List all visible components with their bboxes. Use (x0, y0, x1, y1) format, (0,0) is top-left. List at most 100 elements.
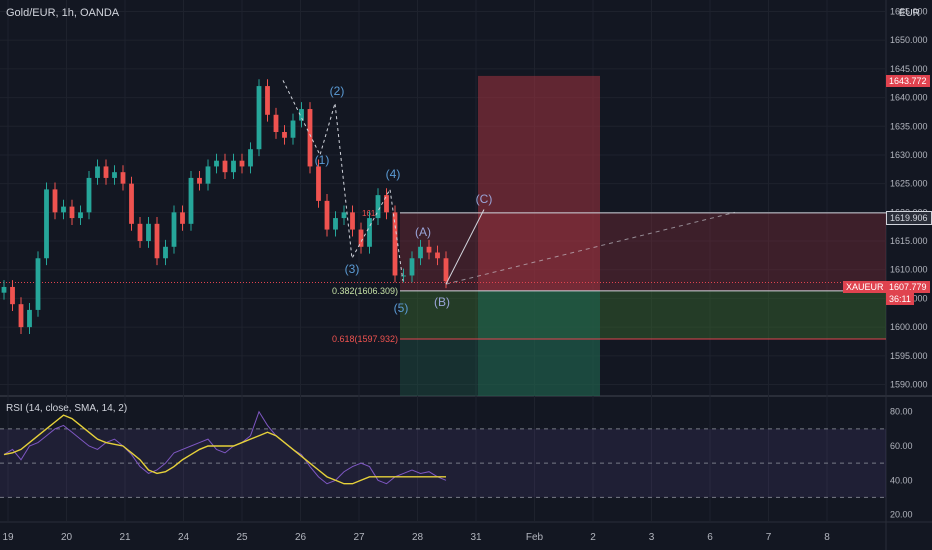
candle-body (44, 189, 49, 259)
price-tick-label: 1615.000 (890, 236, 928, 246)
candle-body (120, 172, 126, 184)
candle-body (52, 189, 58, 213)
projection-line (445, 211, 736, 285)
price-tick-label: 1600.000 (890, 322, 928, 332)
candle-body (409, 258, 415, 276)
price-tick-label: 1610.000 (890, 265, 928, 275)
rsi-line (3, 410, 447, 485)
time-tick-label: 20 (61, 532, 73, 543)
stop-zone (400, 212, 886, 291)
time-tick-label: 2 (590, 532, 596, 543)
wave-label: (4) (386, 167, 401, 181)
candle-body (112, 172, 117, 178)
target-box (478, 290, 600, 396)
price-tick-label: 1645.000 (890, 64, 928, 74)
time-tick-label: 26 (295, 532, 307, 543)
candle-body (239, 160, 245, 167)
time-tick-label: 19 (2, 532, 14, 543)
candle-body (197, 177, 202, 184)
candle-body (375, 195, 381, 219)
price-tick-label: 1650.000 (890, 35, 928, 45)
candle-body (273, 114, 279, 132)
candle-body (154, 223, 160, 259)
candle-body (1, 286, 7, 293)
rsi-title: RSI (14, close, SMA, 14, 2) (6, 403, 128, 414)
candle-body (137, 223, 143, 242)
price-tick-label: 1635.000 (890, 121, 928, 131)
candle-body (69, 206, 75, 219)
rsi-tick-label: 40.00 (890, 475, 913, 485)
candle-body (426, 246, 432, 253)
candle-body (61, 206, 66, 213)
price-tick-label: 1655.000 (890, 6, 928, 16)
candle-body (290, 120, 296, 138)
candle-body (307, 109, 313, 167)
wave-label: (1) (315, 153, 330, 167)
candle-body (435, 252, 440, 259)
chart-title: Gold/EUR, 1h, OANDA (6, 7, 120, 19)
candle-body (367, 218, 372, 247)
time-tick-label: 28 (412, 532, 424, 543)
candle-body (35, 258, 41, 310)
wave-label: (B) (434, 295, 450, 309)
time-tick-label: 7 (766, 532, 772, 543)
candle-body (86, 177, 92, 213)
candle-body (222, 160, 228, 173)
candle-body (443, 258, 449, 282)
candle-body (231, 160, 236, 173)
symbol-tag: XAUEUR (843, 281, 887, 293)
time-tick-label: 3 (649, 532, 655, 543)
candle-body (350, 212, 355, 230)
candle-body (248, 149, 253, 167)
candle-body (341, 212, 347, 219)
fib-label-0382: 0.382(1606.309) (332, 286, 398, 296)
rsi-sma-line (3, 414, 446, 485)
price-tick-label: 1625.000 (890, 179, 928, 189)
time-tick-label: 21 (119, 532, 131, 543)
wave-label: (C) (476, 192, 493, 206)
candle-body (205, 166, 211, 184)
candle-body (358, 229, 364, 247)
target-zone (400, 290, 886, 339)
countdown-tag: 36:11 (886, 293, 914, 305)
candle-body (256, 86, 262, 150)
time-tick-label: 6 (707, 532, 713, 543)
price-tick-label: 1630.000 (890, 150, 928, 160)
stop-box (478, 75, 600, 291)
price-tick-label: 1590.000 (890, 380, 928, 390)
rsi-tick-label: 20.00 (890, 510, 913, 520)
price-tag-top: 1643.772 (886, 75, 930, 87)
wave-c-line (445, 209, 485, 285)
candle-body (78, 212, 83, 219)
candle-body (10, 286, 15, 305)
time-tick-label: Feb (526, 532, 544, 543)
currency-label: EUR (898, 8, 920, 19)
price-tag-mid: 1619.906 (886, 211, 932, 225)
candle-body (163, 246, 168, 259)
target-zone-lower (400, 338, 478, 396)
wave-label: (2) (330, 84, 345, 98)
candle-body (333, 218, 338, 230)
candle-body (18, 304, 24, 328)
candle-body (299, 109, 304, 121)
fib-label-extra: 1619 (362, 209, 380, 218)
candle-body (146, 223, 151, 242)
candle-body (324, 200, 330, 230)
time-tick-label: 25 (236, 532, 248, 543)
candle-body (316, 166, 321, 201)
time-tick-label: 8 (824, 532, 830, 543)
time-tick-label: 24 (178, 532, 190, 543)
candle-body (180, 212, 185, 224)
candle-body (27, 309, 32, 328)
wave-label: (5) (394, 301, 409, 315)
time-tick-label: 27 (353, 532, 365, 543)
fib-label-0618: 0.618(1597.932) (332, 334, 398, 344)
candle-body (265, 86, 270, 115)
candle-body (95, 166, 100, 178)
candle-body (401, 275, 406, 277)
candle-body (188, 177, 194, 224)
wave-label: (A) (415, 225, 431, 239)
candle-body (418, 246, 423, 259)
